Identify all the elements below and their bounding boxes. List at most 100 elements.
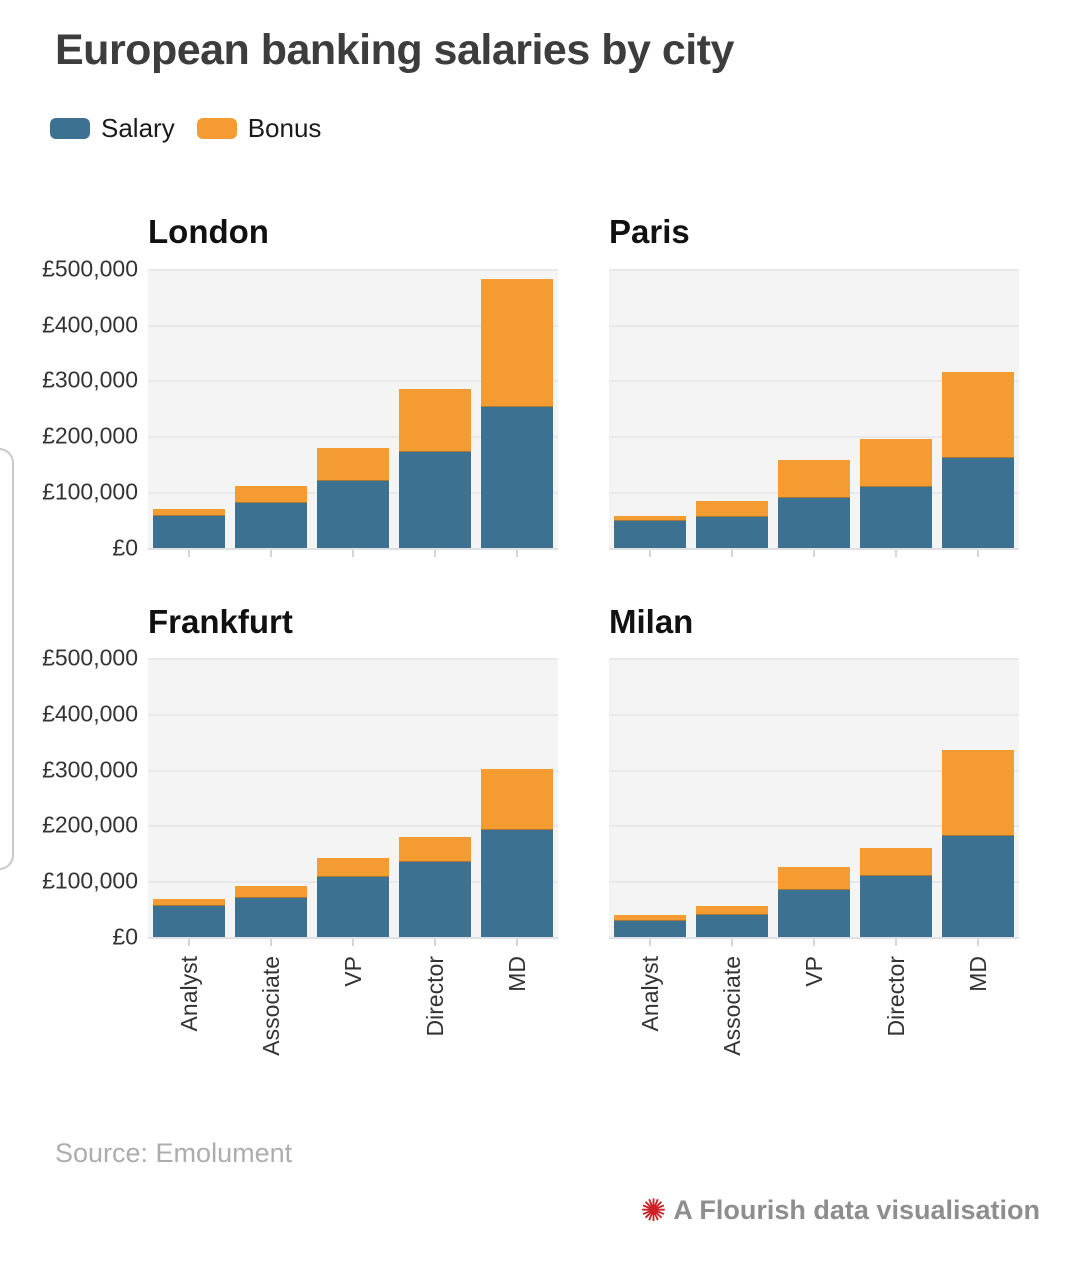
bar-paris-director[interactable] xyxy=(860,439,932,548)
legend-item-bonus[interactable]: Bonus xyxy=(196,113,321,144)
salary-segment xyxy=(942,458,1014,548)
bar-slot xyxy=(937,750,1019,938)
legend: Salary Bonus xyxy=(50,113,1080,144)
tick-cell xyxy=(773,547,855,560)
bar-london-vp[interactable] xyxy=(317,447,389,548)
legend-item-salary[interactable]: Salary xyxy=(50,113,175,144)
gridline xyxy=(148,825,558,828)
bonus-segment xyxy=(778,867,850,891)
chart-panel-paris: Paris xyxy=(558,214,1019,559)
axis-tick-mark xyxy=(352,937,354,947)
bar-london-associate[interactable] xyxy=(235,485,307,548)
tick-cell xyxy=(937,937,1019,949)
salary-segment xyxy=(481,829,553,938)
bar-london-director[interactable] xyxy=(399,389,471,548)
bar-paris-associate[interactable] xyxy=(696,501,768,548)
plot-area-london xyxy=(148,268,558,550)
flourish-attribution[interactable]: ✺ A Flourish data visualisation xyxy=(0,1195,1080,1226)
bar-slot xyxy=(312,447,394,548)
bar-slot xyxy=(937,372,1019,548)
bar-slot xyxy=(691,501,773,548)
tick-cell xyxy=(312,937,394,949)
x-label-cell: MD xyxy=(476,956,558,1076)
bonus-segment xyxy=(235,485,307,504)
bonus-segment xyxy=(942,372,1014,459)
gridline xyxy=(609,658,1019,661)
tick-cell xyxy=(691,547,773,560)
bar-slot xyxy=(394,837,476,938)
y-tick-label: £100,000 xyxy=(42,478,138,505)
salary-segment xyxy=(778,890,850,938)
bar-paris-analyst[interactable] xyxy=(614,515,686,548)
axis-tick-mark xyxy=(270,547,272,557)
axis-tick-mark xyxy=(188,547,190,557)
bar-frankfurt-vp[interactable] xyxy=(317,857,389,938)
bonus-segment xyxy=(399,389,471,453)
x-axis-baseline xyxy=(148,547,558,550)
x-axis-ticks xyxy=(609,547,1019,560)
y-axis-paris xyxy=(558,269,609,548)
bar-frankfurt-director[interactable] xyxy=(399,837,471,938)
bars-paris xyxy=(609,269,1019,548)
chart-body-london: £500,000 £400,000 £300,000 £200,000 £100,000… xyxy=(0,255,558,560)
bonus-segment xyxy=(317,447,389,482)
bar-slot xyxy=(609,515,691,548)
bar-slot xyxy=(773,867,855,938)
x-axis-ticks xyxy=(609,937,1019,949)
tick-cell xyxy=(230,547,312,560)
axis-tick-mark xyxy=(813,547,815,557)
y-tick-label: £100,000 xyxy=(42,867,138,894)
salary-segment xyxy=(153,515,225,548)
bar-london-analyst[interactable] xyxy=(153,508,225,548)
bonus-segment xyxy=(942,750,1014,837)
x-tick-label-md: MD xyxy=(503,956,530,992)
x-label-cell: VP xyxy=(773,956,855,1076)
gridline xyxy=(609,436,1019,439)
y-tick-label: £200,000 xyxy=(42,811,138,838)
bonus-segment xyxy=(614,515,686,521)
bar-milan-analyst[interactable] xyxy=(614,915,686,938)
plot-column-frankfurt: Analyst Associate VP Director MD xyxy=(148,658,558,1076)
chart-title-frankfurt: Frankfurt xyxy=(148,602,293,640)
y-tick-label: £0 xyxy=(112,923,138,950)
x-axis-baseline xyxy=(148,937,558,940)
bar-milan-director[interactable] xyxy=(860,847,932,938)
plot-column-london xyxy=(148,268,558,560)
gridline xyxy=(609,825,1019,828)
salary-segment xyxy=(942,836,1014,938)
bonus-segment xyxy=(153,508,225,516)
bonus-segment xyxy=(399,837,471,862)
plot-column-milan: Analyst Associate VP Director MD xyxy=(609,658,1019,1076)
y-axis-london: £500,000 £400,000 £300,000 £200,000 £100,000… xyxy=(0,255,148,560)
bonus-segment xyxy=(481,768,553,830)
x-label-cell: MD xyxy=(937,956,1019,1076)
bar-milan-md[interactable] xyxy=(942,750,1014,938)
axis-tick-mark xyxy=(434,547,436,557)
bar-frankfurt-analyst[interactable] xyxy=(153,899,225,938)
x-axis-baseline xyxy=(609,937,1019,940)
tick-cell xyxy=(691,937,773,949)
x-tick-label-vp: VP xyxy=(339,956,366,987)
tick-cell xyxy=(855,547,937,560)
bar-milan-vp[interactable] xyxy=(778,867,850,938)
gridline xyxy=(148,436,558,439)
bar-paris-vp[interactable] xyxy=(778,460,850,548)
x-axis-baseline xyxy=(609,547,1019,550)
x-axis-labels: Analyst Associate VP Director MD xyxy=(148,956,558,1076)
tick-cell xyxy=(476,937,558,949)
plot-column-paris xyxy=(609,268,1019,560)
x-label-cell: Director xyxy=(855,956,937,1076)
attribution-text: A Flourish data visualisation xyxy=(673,1195,1040,1226)
bar-paris-md[interactable] xyxy=(942,372,1014,548)
salary-segment xyxy=(399,861,471,938)
chart-panel-london: London £500,000 £400,000 £300,000 £200,000 £1… xyxy=(0,214,558,560)
bar-milan-associate[interactable] xyxy=(696,906,768,938)
bars-milan xyxy=(609,658,1019,938)
y-tick-label: £400,000 xyxy=(42,311,138,338)
bar-frankfurt-md[interactable] xyxy=(481,768,553,938)
bar-london-md[interactable] xyxy=(481,278,553,548)
bar-frankfurt-associate[interactable] xyxy=(235,885,307,938)
salary-segment xyxy=(614,920,686,938)
gridline xyxy=(148,268,558,271)
